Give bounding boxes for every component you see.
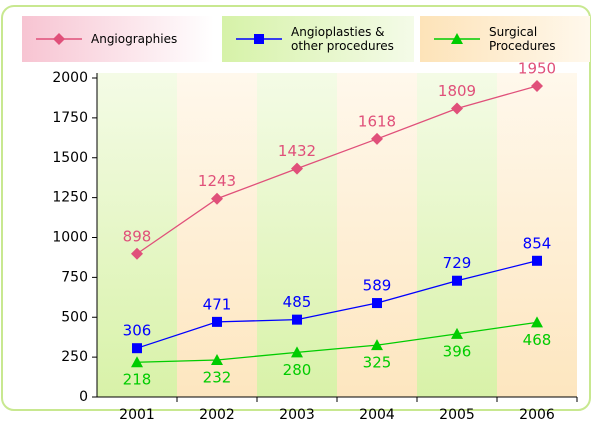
data-label: 1950: [518, 59, 556, 77]
x-tick-label: 2003: [279, 407, 315, 423]
x-tick-label: 2004: [359, 407, 395, 423]
data-label: 1618: [358, 112, 396, 130]
marker: [532, 256, 542, 266]
data-label: 485: [283, 293, 312, 311]
legend-label-box: Angiographies: [91, 16, 211, 62]
marker: [292, 315, 302, 325]
legend-label: Angiographies: [91, 16, 211, 62]
data-label: 232: [203, 368, 232, 386]
data-label: 325: [363, 354, 392, 372]
marker: [372, 298, 382, 308]
y-tick-label: 750: [61, 269, 88, 285]
data-label: 589: [363, 277, 392, 295]
x-tick-label: 2006: [519, 407, 555, 423]
legend-label: Angioplasties & other procedures: [291, 16, 411, 62]
x-tick-label: 2005: [439, 407, 475, 423]
y-tick-label: 2000: [52, 70, 88, 86]
data-label: 471: [203, 295, 232, 313]
data-label: 218: [123, 371, 152, 389]
data-label: 468: [523, 331, 552, 349]
x-tick-label: 2001: [119, 407, 155, 423]
y-tick-label: 1750: [52, 110, 88, 126]
data-label: 396: [443, 342, 472, 360]
marker: [452, 276, 462, 286]
band: [177, 73, 257, 397]
x-tick-label: 2002: [199, 407, 235, 423]
y-tick-label: 1500: [52, 150, 88, 166]
legend-label: Surgical Procedures: [489, 16, 587, 62]
chart: Angiographies Angioplasties & other proce…: [0, 0, 612, 435]
marker: [212, 317, 222, 327]
data-label: 854: [523, 234, 552, 252]
data-label: 1809: [438, 82, 476, 100]
data-label: 729: [443, 254, 472, 272]
legend-label-box: Angioplasties & other procedures: [291, 16, 411, 62]
marker: [132, 343, 142, 353]
marker: [254, 34, 264, 44]
y-tick-label: 0: [79, 389, 88, 405]
y-tick-label: 1000: [52, 230, 88, 246]
data-label: 280: [283, 361, 312, 379]
y-tick-label: 500: [61, 309, 88, 325]
y-tick-label: 1250: [52, 190, 88, 206]
data-label: 1432: [278, 142, 316, 160]
data-label: 306: [123, 322, 152, 340]
legend-label-box: Surgical Procedures: [489, 16, 587, 62]
data-label: 1243: [198, 172, 236, 190]
data-label: 898: [123, 227, 152, 245]
y-tick-label: 250: [61, 349, 88, 365]
